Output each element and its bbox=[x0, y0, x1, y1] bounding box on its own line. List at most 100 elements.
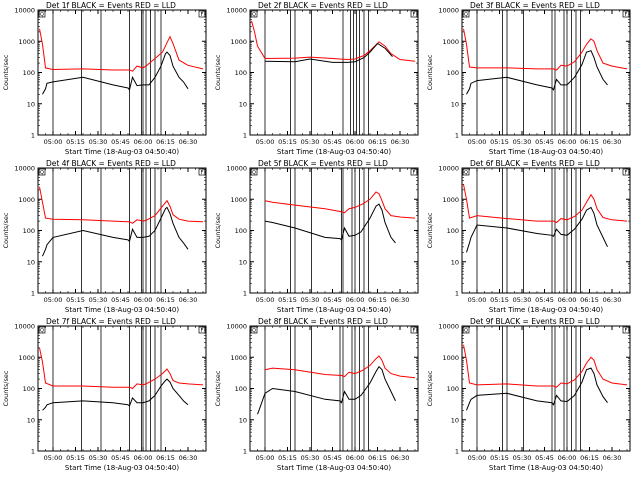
lld-series-line bbox=[39, 186, 204, 224]
x-tick-label: 06:30 bbox=[603, 138, 622, 146]
x-tick-label: 05:00 bbox=[468, 454, 487, 462]
y-tick-label: 1 bbox=[243, 132, 247, 140]
y-tick-label: 100 bbox=[23, 69, 35, 77]
x-tick-label: 06:00 bbox=[558, 296, 577, 304]
x-tick-label: 06:00 bbox=[346, 454, 365, 462]
y-tick-label: 10000 bbox=[14, 165, 35, 173]
x-tick-label: 05:15 bbox=[66, 138, 85, 146]
panel-title: Det 6f BLACK = Events RED = LLD bbox=[470, 159, 600, 168]
x-tick-label: 06:15 bbox=[368, 296, 387, 304]
x-tick-label: 05:30 bbox=[513, 296, 532, 304]
x-tick-label: 06:15 bbox=[368, 454, 387, 462]
y-tick-label: 1000 bbox=[442, 354, 459, 362]
x-tick-label: 05:30 bbox=[513, 454, 532, 462]
x-tick-label: 06:15 bbox=[156, 296, 175, 304]
y-tick-label: 1000 bbox=[442, 196, 459, 204]
x-tick-label: 05:45 bbox=[535, 296, 554, 304]
plot-frame bbox=[37, 325, 207, 452]
y-tick-label: 10000 bbox=[14, 7, 35, 15]
corner-box-label: F bbox=[201, 328, 204, 334]
x-tick-label: 06:15 bbox=[580, 296, 599, 304]
x-tick-label: 05:45 bbox=[535, 454, 554, 462]
y-tick-label: 10 bbox=[451, 100, 459, 108]
panel-5: Det 5f BLACK = Events RED = LLD Counts/se… bbox=[214, 159, 419, 314]
corner-box-left bbox=[250, 168, 258, 176]
y-tick-label: 1000 bbox=[442, 38, 459, 46]
corner-box-right bbox=[410, 326, 418, 334]
events-series-line bbox=[264, 203, 396, 244]
corner-box-label: F bbox=[625, 328, 628, 334]
x-axis-label: Start Time (18-Aug-03 04:50:40) bbox=[277, 148, 391, 156]
x-axis-label: Start Time (18-Aug-03 04:50:40) bbox=[277, 306, 391, 314]
y-tick-label: 10 bbox=[239, 100, 247, 108]
corner-box-label: F bbox=[201, 170, 204, 176]
events-series-line bbox=[42, 206, 189, 257]
x-tick-label: 05:15 bbox=[490, 138, 509, 146]
panel-title: Det 7f BLACK = Events RED = LLD bbox=[46, 317, 176, 326]
y-tick-label: 1000 bbox=[18, 196, 35, 204]
y-tick-label: 10 bbox=[27, 258, 35, 266]
y-tick-label: 10 bbox=[27, 416, 35, 424]
events-series-line bbox=[42, 51, 189, 95]
y-tick-label: 1 bbox=[243, 290, 247, 298]
x-tick-label: 05:30 bbox=[89, 454, 108, 462]
panel-9: Det 9f BLACK = Events RED = LLD Counts/se… bbox=[426, 317, 631, 472]
events-series-line bbox=[466, 367, 608, 411]
y-axis-label: Counts/sec bbox=[214, 54, 222, 90]
y-tick-label: 100 bbox=[447, 385, 459, 393]
x-tick-label: 06:00 bbox=[346, 138, 365, 146]
y-tick-label: 1000 bbox=[230, 38, 247, 46]
x-tick-label: 06:15 bbox=[156, 138, 175, 146]
x-tick-label: 05:00 bbox=[468, 296, 487, 304]
y-axis-label: Counts/sec bbox=[214, 370, 222, 406]
x-tick-label: 05:30 bbox=[301, 296, 320, 304]
x-tick-label: 05:00 bbox=[44, 296, 63, 304]
corner-box-label: F bbox=[413, 328, 416, 334]
corner-box-label: F bbox=[413, 170, 416, 176]
plot-frame bbox=[461, 9, 631, 136]
panel-title: Det 9f BLACK = Events RED = LLD bbox=[470, 317, 600, 326]
x-tick-label: 05:15 bbox=[66, 454, 85, 462]
x-axis-label: Start Time (18-Aug-03 04:50:40) bbox=[489, 148, 603, 156]
panel-title: Det 1f BLACK = Events RED = LLD bbox=[46, 1, 176, 10]
x-axis-label: Start Time (18-Aug-03 04:50:40) bbox=[65, 306, 179, 314]
events-series-line bbox=[466, 50, 608, 95]
x-tick-label: 06:30 bbox=[603, 454, 622, 462]
y-tick-label: 10000 bbox=[438, 7, 459, 15]
x-axis-label: Start Time (18-Aug-03 04:50:40) bbox=[489, 464, 603, 472]
y-tick-label: 1000 bbox=[18, 38, 35, 46]
corner-box-label: Q bbox=[40, 170, 44, 176]
panel-6: Det 6f BLACK = Events RED = LLD Counts/se… bbox=[426, 159, 631, 314]
x-tick-label: 05:45 bbox=[111, 296, 130, 304]
y-tick-label: 100 bbox=[235, 227, 247, 235]
x-axis-label: Start Time (18-Aug-03 04:50:40) bbox=[65, 464, 179, 472]
x-tick-label: 06:30 bbox=[179, 454, 198, 462]
events-series-line bbox=[264, 42, 393, 63]
y-axis-label: Counts/sec bbox=[426, 212, 434, 248]
y-tick-label: 1 bbox=[31, 448, 35, 456]
events-series-line bbox=[466, 206, 608, 253]
y-tick-label: 100 bbox=[23, 385, 35, 393]
panel-title: Det 3f BLACK = Events RED = LLD bbox=[470, 1, 600, 10]
x-tick-label: 06:30 bbox=[179, 138, 198, 146]
x-tick-label: 05:00 bbox=[44, 138, 63, 146]
events-series-line bbox=[257, 365, 396, 415]
panel-4: Det 4f BLACK = Events RED = LLD Counts/se… bbox=[2, 159, 207, 314]
x-tick-label: 05:15 bbox=[278, 454, 297, 462]
x-tick-label: 05:45 bbox=[323, 454, 342, 462]
panel-title: Det 2f BLACK = Events RED = LLD bbox=[258, 1, 388, 10]
corner-box-left bbox=[38, 168, 46, 176]
x-tick-label: 06:30 bbox=[391, 296, 410, 304]
x-tick-label: 06:00 bbox=[558, 454, 577, 462]
x-axis-label: Start Time (18-Aug-03 04:50:40) bbox=[489, 306, 603, 314]
panel-7: Det 7f BLACK = Events RED = LLD Counts/se… bbox=[2, 317, 207, 472]
corner-box-label: Q bbox=[464, 328, 468, 334]
x-tick-label: 06:00 bbox=[134, 454, 153, 462]
x-tick-label: 05:15 bbox=[278, 138, 297, 146]
plot-frame bbox=[461, 167, 631, 294]
lld-series-line bbox=[39, 28, 204, 72]
corner-box-right bbox=[410, 168, 418, 176]
x-tick-label: 06:15 bbox=[156, 454, 175, 462]
x-tick-label: 05:45 bbox=[535, 138, 554, 146]
